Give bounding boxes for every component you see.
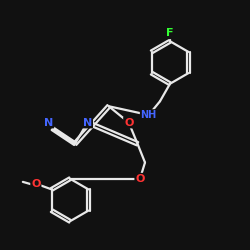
Text: N: N [44, 118, 54, 128]
Text: O: O [31, 180, 40, 190]
Text: O: O [124, 118, 134, 128]
Text: N: N [83, 118, 92, 128]
Text: O: O [135, 174, 145, 184]
Text: F: F [166, 28, 174, 38]
Text: NH: NH [140, 110, 157, 120]
